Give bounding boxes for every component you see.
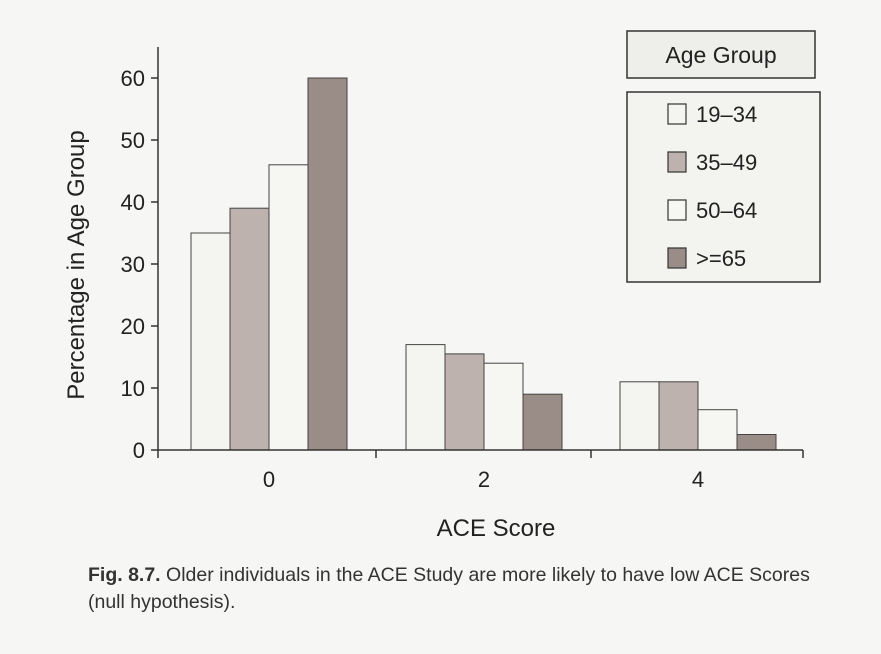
legend-title: Age Group	[665, 42, 776, 68]
y-tick-label-0: 0	[133, 438, 145, 463]
chart: 0 10 20 30 40 50 60 0 2 4 ACE Score Percentage in…	[63, 30, 821, 542]
x-tick-label-2: 2	[478, 467, 490, 492]
legend-swatch-0	[667, 103, 687, 125]
legend-items: 19–34 35–49 50–64 >=65	[667, 102, 757, 271]
bar-0-2	[268, 164, 309, 451]
bar-0-0	[190, 232, 231, 451]
y-tick-label-10: 10	[121, 376, 145, 401]
legend-entries-box	[626, 91, 821, 283]
bar-4-1	[658, 381, 699, 451]
x-axis-title: ACE Score	[437, 515, 556, 542]
bars-group	[190, 77, 777, 451]
figure-caption: Fig. 8.7. Older individuals in the ACE S…	[88, 562, 848, 616]
legend-swatch-3	[667, 247, 687, 269]
bar-0-1	[229, 207, 270, 451]
legend-label-3: >=65	[696, 246, 746, 271]
legend-label-1: 35–49	[696, 150, 757, 175]
axes-group: 0 10 20 30 40 50 60 0 2 4	[121, 47, 804, 492]
y-tick-label-60: 60	[121, 66, 145, 91]
legend-label-0: 19–34	[696, 102, 757, 127]
bar-0-3	[307, 77, 348, 451]
bar-2-2	[483, 362, 524, 451]
x-tick-label-0: 0	[263, 467, 275, 492]
legend: Age Group 19–34 35–49 50–64 >=65	[626, 30, 821, 283]
y-tick-label-30: 30	[121, 252, 145, 277]
figure-caption-text: Older individuals in the ACE Study are m…	[88, 564, 810, 613]
y-tick-label-50: 50	[121, 128, 145, 153]
y-tick-label-40: 40	[121, 190, 145, 215]
legend-label-2: 50–64	[696, 198, 757, 223]
y-tick-label-20: 20	[121, 314, 145, 339]
figure-label: Fig. 8.7.	[88, 564, 161, 586]
bar-2-1	[444, 353, 485, 451]
legend-title-box	[626, 30, 816, 79]
bar-4-2	[697, 409, 738, 451]
legend-swatch-2	[667, 199, 687, 221]
bar-2-3	[522, 393, 563, 451]
bar-4-3	[736, 434, 777, 451]
y-axis-title: Percentage in Age Group	[63, 130, 90, 400]
bar-4-0	[619, 381, 660, 451]
bar-2-0	[405, 344, 446, 451]
legend-swatch-1	[667, 151, 687, 173]
x-tick-label-4: 4	[692, 467, 704, 492]
